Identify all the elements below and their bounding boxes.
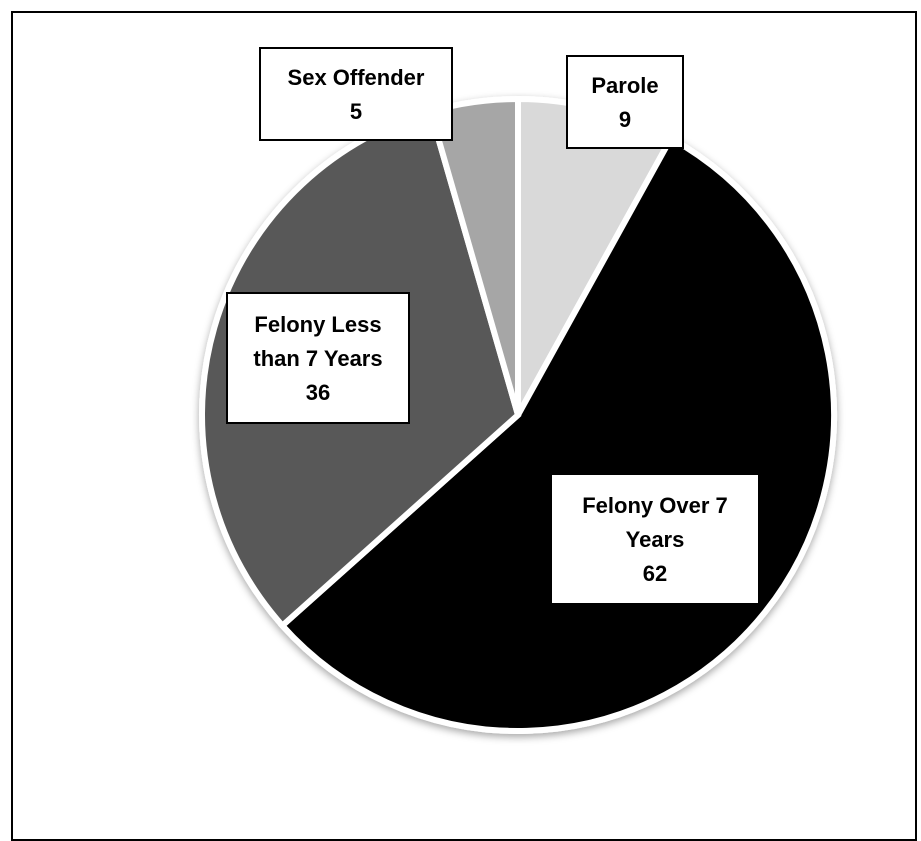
data-label-text: Felony Over 7 [582, 493, 728, 518]
data-label-box [566, 55, 684, 149]
data-label-sex-offender: Sex Offender 5 [259, 47, 453, 141]
data-label-value: 36 [306, 380, 330, 405]
data-label-text: Sex Offender [288, 65, 425, 90]
data-label-box [226, 292, 410, 424]
data-label-text: Years [626, 527, 685, 552]
data-label-value: 62 [643, 561, 667, 586]
pie-labels: Parole 9 Felony Over 7 Years 62 Felony Less th… [226, 47, 760, 605]
data-label-box [259, 47, 453, 141]
data-label-text: Parole [591, 73, 658, 98]
data-label-box [550, 473, 760, 605]
data-label-value: 9 [619, 107, 631, 132]
data-label-parole: Parole 9 [566, 55, 684, 149]
data-label-text: Felony Less [254, 312, 381, 337]
data-label-value: 5 [350, 99, 362, 124]
data-label-felony-over-7-years: Felony Over 7 Years 62 [550, 473, 760, 605]
data-label-text: than 7 Years [253, 346, 382, 371]
data-label-felony-less-than-7-years: Felony Less than 7 Years 36 [226, 292, 410, 424]
